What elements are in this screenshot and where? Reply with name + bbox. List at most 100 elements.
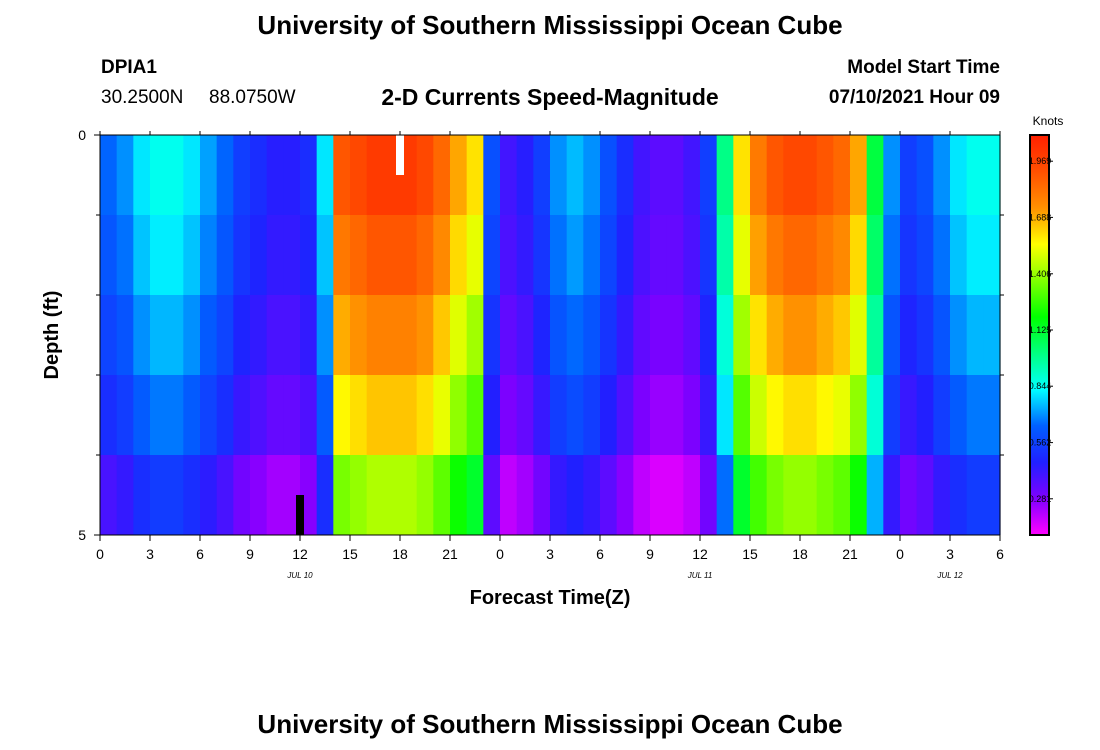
heatmap-cell bbox=[633, 375, 651, 455]
heatmap-cell bbox=[533, 375, 551, 455]
heatmap-cell bbox=[333, 295, 351, 375]
heatmap-cell bbox=[866, 215, 884, 295]
heatmap-cell bbox=[350, 375, 368, 455]
x-tick-label: 6 bbox=[196, 546, 204, 562]
heatmap-cell bbox=[500, 455, 518, 535]
heatmap-cell bbox=[933, 215, 951, 295]
heatmap-cell bbox=[366, 215, 384, 295]
x-tick-label: 18 bbox=[392, 546, 408, 562]
heatmap-cell bbox=[500, 295, 518, 375]
heatmap-cell bbox=[833, 375, 851, 455]
station-id: DPIA1 bbox=[101, 57, 157, 78]
heatmap-cell bbox=[433, 215, 451, 295]
heatmap-cell bbox=[633, 135, 651, 215]
heatmap-cell bbox=[950, 215, 968, 295]
heatmap-cell bbox=[350, 455, 368, 535]
heatmap-cell bbox=[200, 215, 218, 295]
heatmap-cell bbox=[683, 215, 701, 295]
heatmap-cell bbox=[933, 295, 951, 375]
date-label: JUL 11 bbox=[687, 571, 713, 580]
heatmap-cell bbox=[650, 375, 668, 455]
heatmap-cell bbox=[700, 375, 718, 455]
heatmap-cell bbox=[683, 375, 701, 455]
heatmap-cell bbox=[366, 295, 384, 375]
heatmap-cell bbox=[333, 455, 351, 535]
colorbar-tick-label: 1.969 bbox=[1029, 156, 1052, 166]
heatmap-cell bbox=[366, 135, 384, 215]
heatmap-cell bbox=[900, 135, 918, 215]
heatmap-cell bbox=[750, 135, 768, 215]
heatmap-cell bbox=[450, 135, 468, 215]
heatmap-cell bbox=[683, 455, 701, 535]
heatmap-cell bbox=[366, 375, 384, 455]
heatmap-cell bbox=[850, 295, 868, 375]
heatmap-cell bbox=[383, 215, 401, 295]
heatmap-cell bbox=[766, 135, 784, 215]
heatmap-cell bbox=[166, 375, 184, 455]
heatmap-cell bbox=[700, 295, 718, 375]
heatmap-cell bbox=[250, 215, 268, 295]
heatmap-cell bbox=[550, 215, 568, 295]
heatmap-cell bbox=[250, 375, 268, 455]
heatmap-cell bbox=[950, 135, 968, 215]
page-title: University of Southern Mississippi Ocean… bbox=[257, 10, 843, 40]
time-markers bbox=[296, 135, 404, 535]
heatmap-cell bbox=[783, 215, 801, 295]
heatmap-cell bbox=[750, 295, 768, 375]
heatmap-cell bbox=[650, 455, 668, 535]
heatmap-cell bbox=[133, 375, 151, 455]
heatmap-cell bbox=[600, 375, 618, 455]
heatmap-cell bbox=[200, 455, 218, 535]
station-lat: 30.2500N bbox=[101, 87, 184, 108]
heatmap-cell bbox=[666, 295, 684, 375]
heatmap-cell bbox=[266, 455, 284, 535]
heatmap-cell bbox=[866, 455, 884, 535]
x-tick-label: 21 bbox=[442, 546, 458, 562]
heatmap-cell bbox=[650, 135, 668, 215]
heatmap-cell bbox=[883, 375, 901, 455]
heatmap-cell bbox=[516, 455, 534, 535]
heatmap-cell bbox=[566, 375, 584, 455]
heatmap-cell bbox=[850, 455, 868, 535]
heatmap-cell bbox=[550, 135, 568, 215]
heatmap-cell bbox=[616, 295, 634, 375]
heatmap-cell bbox=[983, 215, 1001, 295]
heatmap-cell bbox=[633, 295, 651, 375]
colorbar: Knots 0.281 0.562 0.844 1.125 1.406 1.688 1.96… bbox=[1029, 114, 1063, 536]
x-tick-label: 12 bbox=[292, 546, 308, 562]
heatmap-cell bbox=[816, 295, 834, 375]
heatmap-cell bbox=[266, 295, 284, 375]
heatmap-cell bbox=[116, 135, 134, 215]
heatmap-cell bbox=[533, 295, 551, 375]
chart-title: 2-D Currents Speed-Magnitude bbox=[381, 84, 719, 110]
x-tick-label: 21 bbox=[842, 546, 858, 562]
heatmap-cell bbox=[466, 455, 484, 535]
heatmap-cell bbox=[866, 375, 884, 455]
heatmap-cell bbox=[233, 135, 251, 215]
x-tick-label: 9 bbox=[246, 546, 254, 562]
heatmap-cell bbox=[433, 455, 451, 535]
heatmap-cell bbox=[833, 135, 851, 215]
y-tick-label: 5 bbox=[78, 527, 86, 543]
heatmap-cell bbox=[250, 455, 268, 535]
heatmap-cell bbox=[633, 215, 651, 295]
heatmap-cell bbox=[100, 215, 118, 295]
heatmap-cell bbox=[616, 135, 634, 215]
heatmap-cell bbox=[683, 295, 701, 375]
heatmap-cell bbox=[866, 135, 884, 215]
x-tick-label: 3 bbox=[146, 546, 154, 562]
heatmap-cell bbox=[583, 135, 601, 215]
heatmap-cell bbox=[383, 455, 401, 535]
heatmap-cell bbox=[483, 375, 501, 455]
heatmap-cell bbox=[966, 215, 984, 295]
heatmap-cell bbox=[116, 215, 134, 295]
heatmap-cell bbox=[416, 135, 434, 215]
heatmap-cell bbox=[316, 295, 334, 375]
heatmap-cell bbox=[600, 455, 618, 535]
heatmap-cell bbox=[533, 135, 551, 215]
heatmap-cell bbox=[850, 135, 868, 215]
heatmap-cell bbox=[566, 295, 584, 375]
heatmap-cell bbox=[350, 135, 368, 215]
heatmap-cell bbox=[816, 215, 834, 295]
heatmap-cell bbox=[183, 455, 201, 535]
